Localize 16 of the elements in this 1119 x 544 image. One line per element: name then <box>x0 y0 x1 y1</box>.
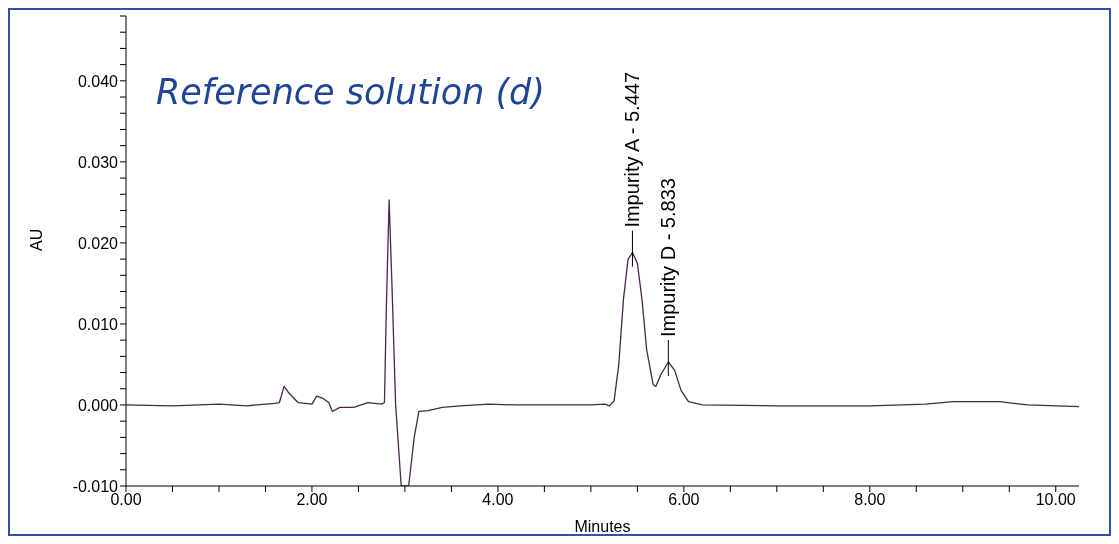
x-tick-label: 8.00 <box>854 491 886 509</box>
y-tick-label: 0.020 <box>77 234 119 252</box>
x-tick-label: 10.00 <box>1035 491 1076 509</box>
x-tick-label: 4.00 <box>482 491 514 509</box>
x-tick-label: 6.00 <box>668 491 700 509</box>
y-tick-label: 0.000 <box>77 396 119 414</box>
annotation: Impurity D - 5.833 <box>657 178 680 338</box>
y-tick-label: 0.040 <box>77 72 119 90</box>
x-axis-title: Minutes <box>574 518 631 535</box>
x-tick-label: 0.00 <box>110 491 142 509</box>
y-axis-title: AU <box>27 228 45 251</box>
annotation: Impurity A - 5.447 <box>621 71 644 228</box>
y-tick-label: 0.010 <box>77 315 119 333</box>
y-tick-label: 0.030 <box>77 153 119 171</box>
text: Reference solution (d) <box>156 72 545 112</box>
x-tick-label: 2.00 <box>296 491 328 509</box>
